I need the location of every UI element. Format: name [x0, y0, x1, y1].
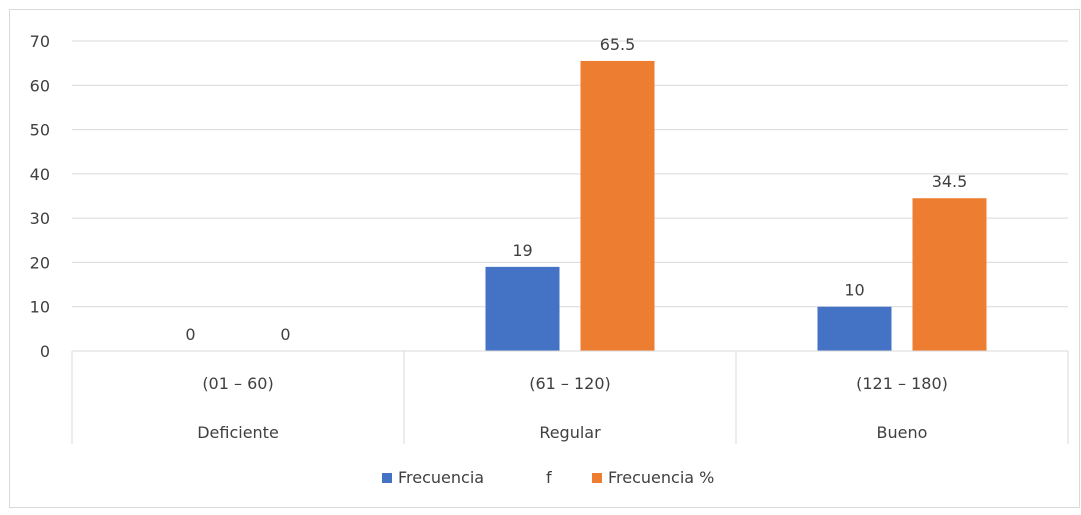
- legend-label-frecuencia-suffix: f: [546, 468, 552, 487]
- legend-label-frecuencia: Frecuencia: [398, 468, 484, 487]
- y-tick-label-10: 10: [30, 298, 50, 317]
- category-range-label-2: (121 – 180): [856, 374, 948, 393]
- data-label-frecuencia-pct-0: 0: [280, 325, 290, 344]
- y-tick-label-50: 50: [30, 121, 50, 140]
- gridlines: [72, 40, 1068, 308]
- data-label-frecuencia-pct-2: 34.5: [932, 172, 968, 191]
- category-range-label-1: (61 – 120): [529, 374, 611, 393]
- y-axis: 0 10 20 30 40 50 60 70: [30, 32, 50, 361]
- data-label-frecuencia-2: 10: [844, 281, 864, 300]
- x-axis: (01 – 60) Deficiente (61 – 120) Regular (121…: [71, 350, 1069, 444]
- data-label-frecuencia-0: 0: [185, 325, 195, 344]
- data-label-frecuencia-1: 19: [512, 241, 532, 260]
- y-tick-label-0: 0: [40, 342, 50, 361]
- category-level-label-0: Deficiente: [197, 423, 279, 442]
- bar-frecuencia-2: [817, 306, 892, 351]
- bar-frecuencia-pct-2: [912, 198, 987, 351]
- y-tick-label-20: 20: [30, 253, 50, 272]
- y-tick-label-40: 40: [30, 165, 50, 184]
- category-range-label-0: (01 – 60): [202, 374, 273, 393]
- category-level-label-1: Regular: [539, 423, 601, 442]
- bar-frecuencia-pct-1: [580, 60, 655, 352]
- category-level-label-2: Bueno: [877, 423, 928, 442]
- data-label-frecuencia-pct-1: 65.5: [600, 35, 636, 54]
- legend-swatch-frecuencia-pct: [592, 473, 602, 483]
- y-tick-label-70: 70: [30, 32, 50, 51]
- bars: [485, 60, 987, 352]
- legend-swatch-frecuencia: [382, 473, 392, 483]
- bar-frecuencia-1: [485, 266, 560, 351]
- legend: Frecuencia f Frecuencia %: [382, 468, 714, 487]
- data-labels: 0 0 19 65.5 10 34.5: [185, 35, 967, 344]
- chart-border: [9, 9, 1080, 508]
- y-tick-label-60: 60: [30, 76, 50, 95]
- y-tick-label-30: 30: [30, 209, 50, 228]
- legend-label-frecuencia-pct: Frecuencia %: [608, 468, 714, 487]
